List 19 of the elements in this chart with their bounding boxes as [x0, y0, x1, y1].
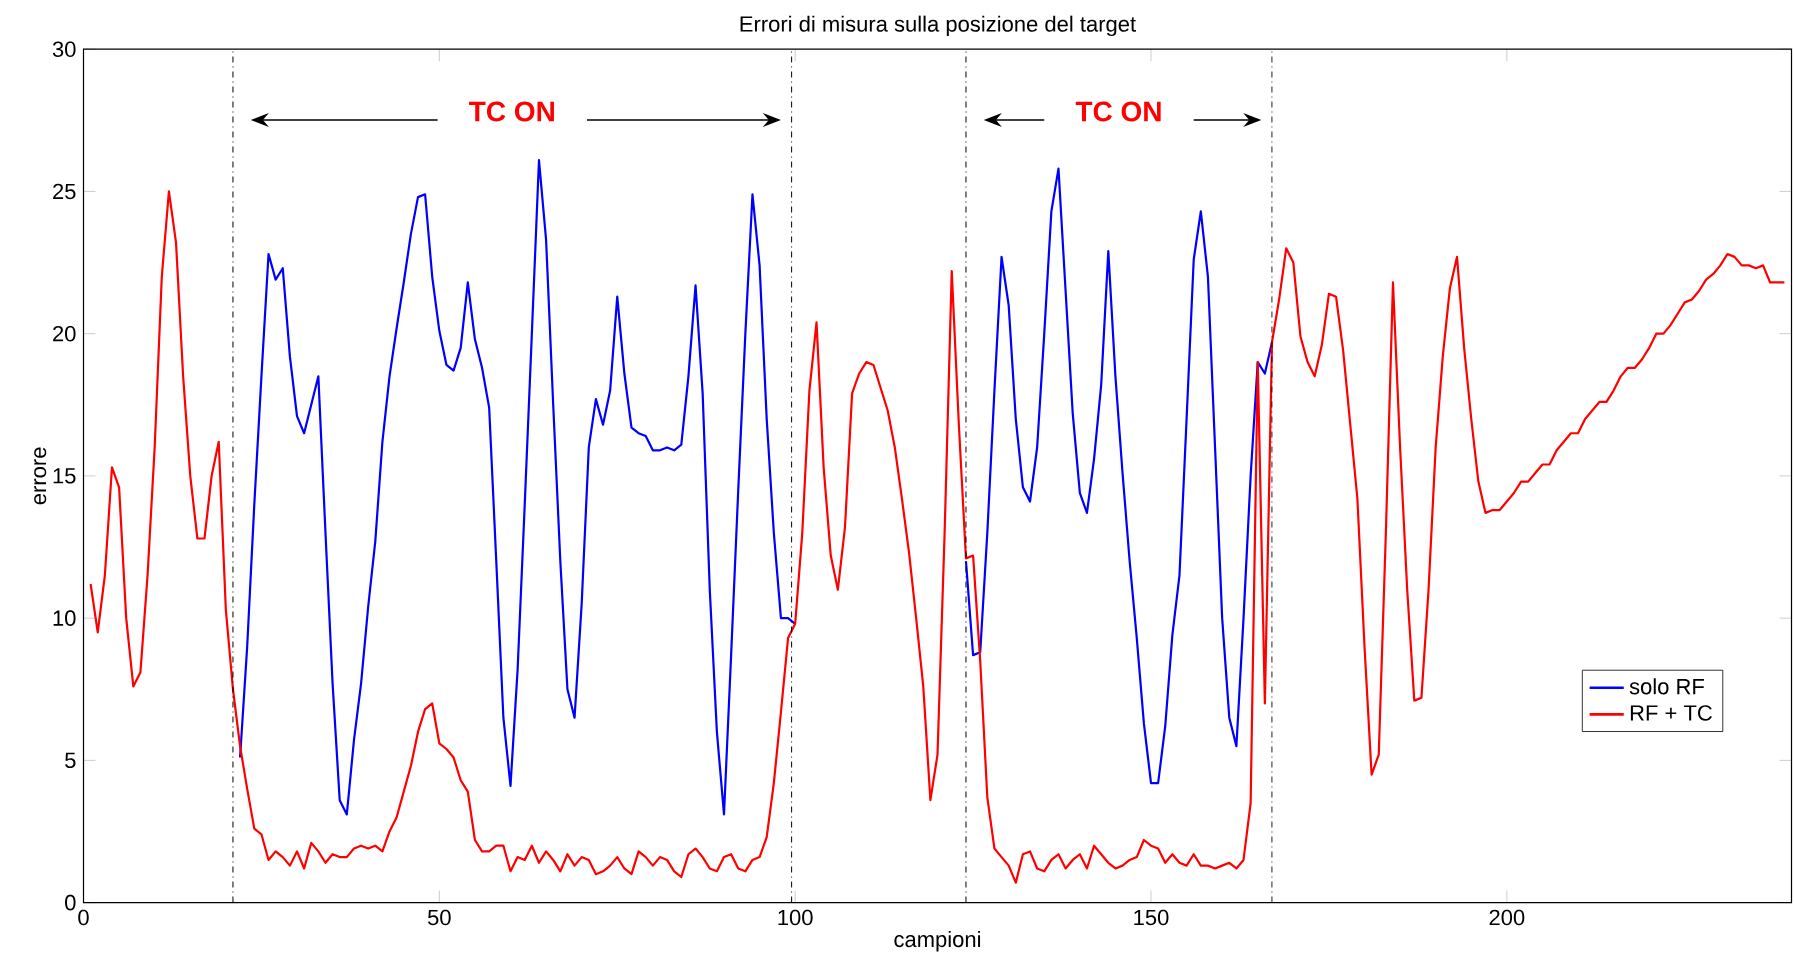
y-tick-label: 30 [52, 41, 76, 57]
annotation: TC ON [1075, 101, 1161, 122]
legend-label: RF + TC [1630, 705, 1712, 721]
y-tick-label: 10 [53, 610, 76, 626]
y-axis-title: errore [34, 447, 47, 505]
y-tick-label: 5 [65, 752, 76, 769]
x-tick-label: 200 [1489, 909, 1525, 926]
x-tick-label: 0 [78, 909, 89, 926]
chart-title: Errori di misura sulla posizione del target [740, 15, 1136, 37]
y-tick-label: 20 [53, 325, 76, 342]
x-tick-label: 150 [1134, 909, 1169, 926]
x-tick-label: 50 [427, 909, 451, 926]
y-tick-label: 15 [53, 468, 76, 484]
y-tick-label: 0 [65, 894, 76, 911]
annotation: TC ON [469, 101, 554, 122]
x-tick-label: 100 [778, 909, 813, 926]
y-tick-label: 25 [53, 183, 76, 200]
legend-label: solo RF [1629, 678, 1704, 695]
x-axis-title: campioni [894, 930, 981, 952]
